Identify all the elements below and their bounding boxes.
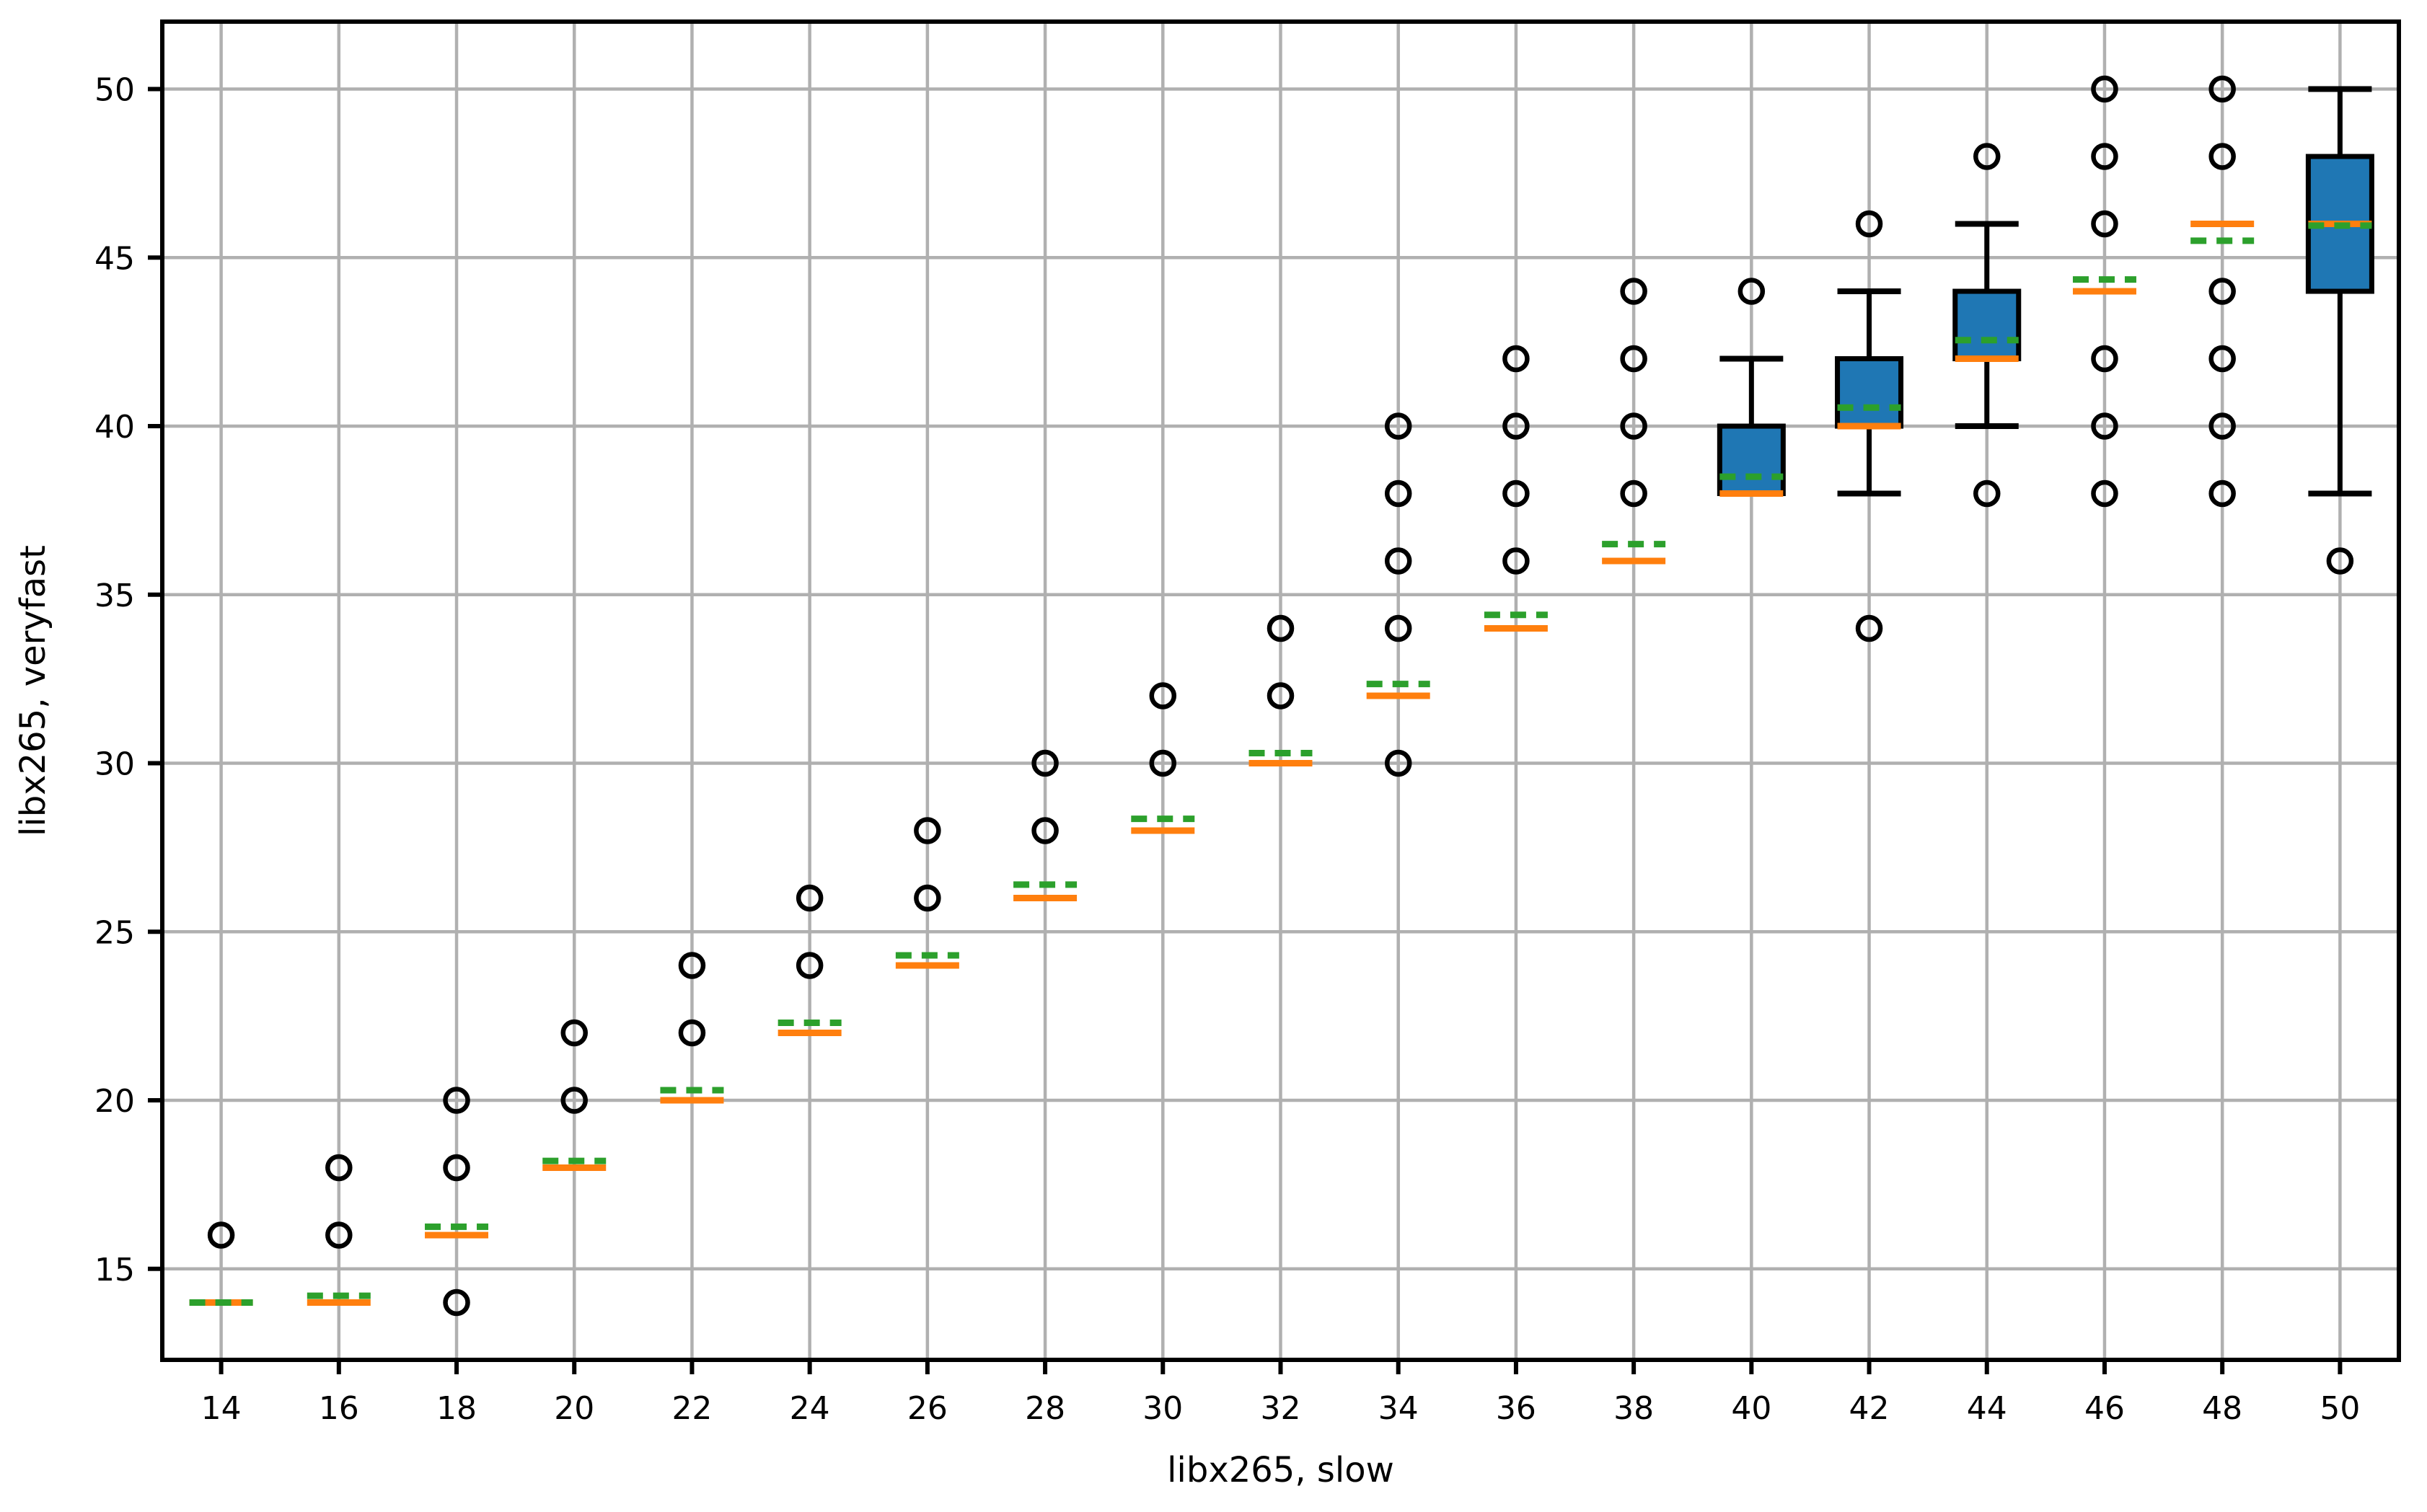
x-tick-label: 40	[1731, 1390, 1771, 1427]
x-tick-label: 42	[1849, 1390, 1890, 1427]
outlier-marker	[1384, 749, 1412, 777]
x-tick-label: 24	[790, 1390, 830, 1427]
x-tick-label: 46	[2084, 1390, 2125, 1427]
y-tick-label: 40	[94, 409, 135, 446]
outlier-marker	[1620, 412, 1647, 440]
outlier-marker	[796, 952, 824, 979]
outlier-marker	[1384, 547, 1412, 575]
x-tick-label: 20	[554, 1390, 594, 1427]
y-tick-label: 50	[94, 72, 135, 109]
y-tick-label: 45	[94, 240, 135, 277]
outlier-marker	[1620, 345, 1647, 373]
outlier-marker	[1031, 749, 1059, 777]
x-tick-label: 48	[2202, 1390, 2242, 1427]
outlier-marker	[443, 1087, 470, 1114]
x-tick-label: 30	[1142, 1390, 1183, 1427]
y-tick-label: 30	[94, 746, 135, 783]
outlier-marker	[1973, 143, 2001, 170]
y-tick-label: 15	[94, 1252, 135, 1288]
outlier-marker	[2091, 345, 2118, 373]
outlier-marker	[1855, 614, 1883, 642]
x-tick-label: 26	[907, 1390, 948, 1427]
outlier-marker	[560, 1087, 588, 1114]
outlier-marker	[1149, 682, 1177, 709]
outlier-marker	[1149, 749, 1177, 777]
x-tick-label: 34	[1378, 1390, 1419, 1427]
outlier-marker	[1502, 479, 1530, 508]
outlier-marker	[1502, 412, 1530, 440]
outlier-marker	[2208, 75, 2236, 103]
outlier-marker	[325, 1221, 353, 1249]
box	[1717, 423, 1786, 497]
x-tick-label: 50	[2320, 1390, 2360, 1427]
outlier-marker	[2208, 345, 2236, 373]
outlier-marker	[2208, 278, 2236, 305]
y-tick-label: 25	[94, 914, 135, 951]
box	[1952, 288, 2022, 362]
outlier-marker	[1737, 278, 1766, 305]
outlier-marker	[678, 1019, 706, 1047]
y-axis-title: libx265, veryfast	[13, 545, 53, 836]
x-tick-label: 22	[671, 1390, 712, 1427]
y-tick-label: 35	[94, 578, 135, 614]
x-tick-label: 18	[436, 1390, 477, 1427]
outlier-marker	[1620, 479, 1647, 508]
outlier-marker	[1384, 479, 1412, 508]
x-tick-label: 38	[1613, 1390, 1654, 1427]
box	[1835, 356, 1904, 429]
outlier-marker	[1502, 345, 1530, 373]
outlier-marker	[1855, 210, 1883, 238]
x-axis-title: libx265, slow	[1167, 1450, 1394, 1490]
outlier-marker	[2208, 143, 2236, 170]
outlier-marker	[1267, 614, 1295, 642]
outlier-marker	[1973, 479, 2001, 508]
outlier-marker	[2208, 412, 2236, 440]
outlier-marker	[2091, 412, 2118, 440]
outlier-marker	[1502, 547, 1530, 575]
x-tick-label: 14	[201, 1390, 242, 1427]
x-tick-label: 44	[1967, 1390, 2007, 1427]
outlier-marker	[1267, 682, 1295, 709]
outlier-marker	[1031, 817, 1059, 844]
axis-layer: 14 16 18 20 22 24 26 28 30 32 34 36 38 40 42 44 46 48 50 15…	[94, 19, 2401, 1427]
outlier-marker	[2326, 547, 2354, 575]
outlier-marker	[678, 952, 706, 979]
outlier-marker	[914, 817, 941, 844]
outlier-marker	[2208, 479, 2236, 508]
x-tick-label: 36	[1496, 1390, 1536, 1427]
outlier-marker	[2091, 75, 2118, 103]
outlier-marker	[2091, 479, 2118, 508]
y-tick-label: 20	[94, 1083, 135, 1120]
outlier-marker	[207, 1221, 235, 1249]
grid-layer	[162, 22, 2399, 1360]
outlier-marker	[1620, 278, 1647, 305]
outlier-marker	[443, 1288, 470, 1317]
outlier-marker	[796, 884, 824, 912]
x-tick-label: 28	[1025, 1390, 1065, 1427]
x-tick-label: 32	[1261, 1390, 1301, 1427]
outlier-marker	[560, 1019, 588, 1047]
x-tick-label: 16	[319, 1390, 359, 1427]
outlier-marker	[2091, 210, 2118, 238]
outlier-marker	[1384, 412, 1412, 440]
outlier-marker	[325, 1154, 353, 1182]
outlier-marker	[2091, 143, 2118, 170]
outlier-marker	[914, 884, 941, 912]
outlier-marker	[1384, 614, 1412, 642]
boxplot-layer	[189, 75, 2374, 1317]
outlier-marker	[443, 1154, 470, 1182]
